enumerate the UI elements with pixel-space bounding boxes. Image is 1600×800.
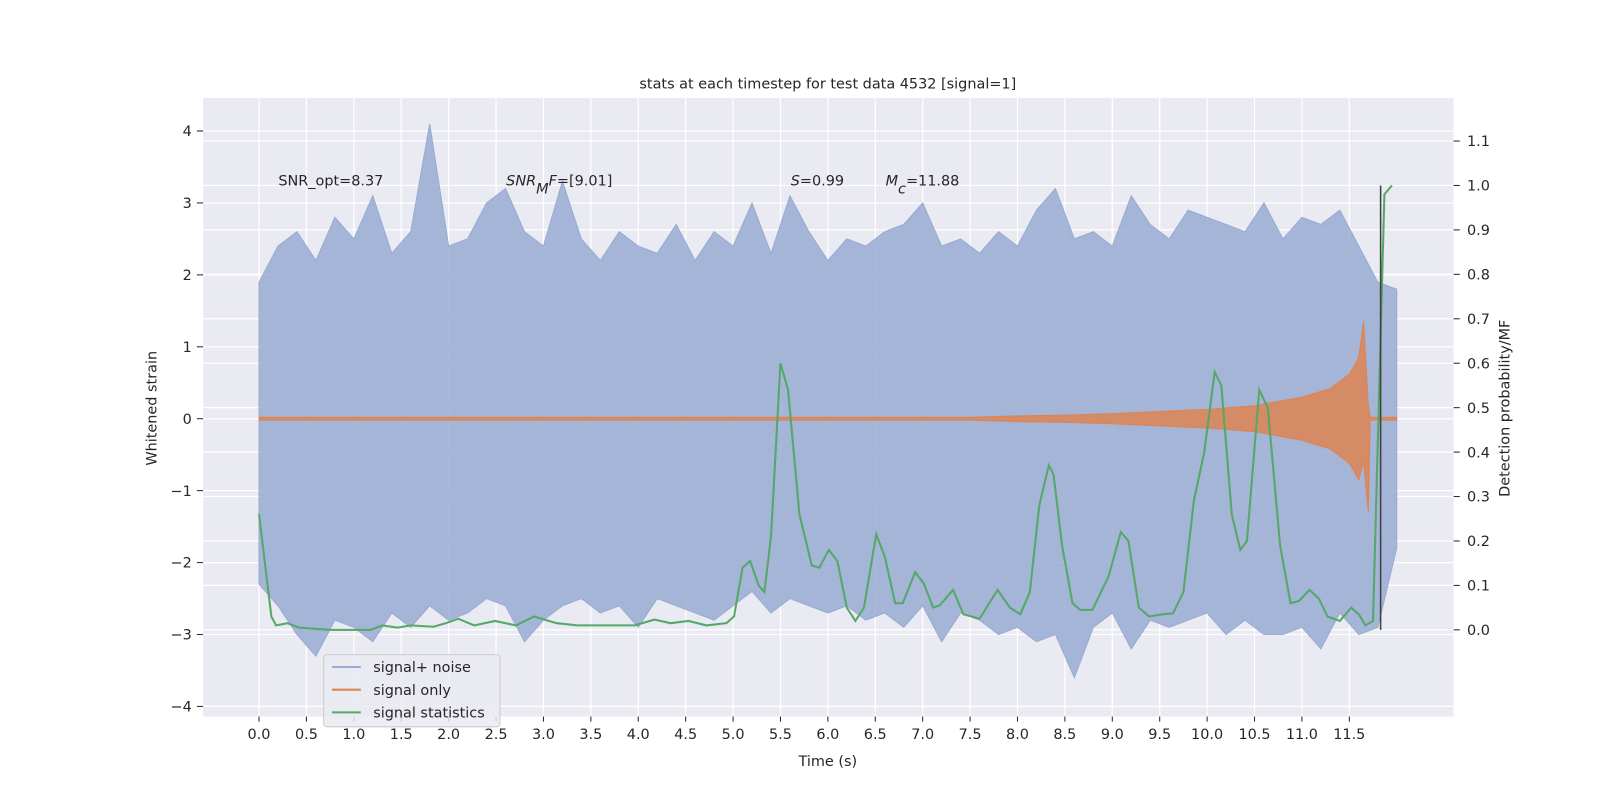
series-line xyxy=(258,184,1393,631)
y-tick-label: 3 xyxy=(183,196,192,212)
x-tick-label: 4.0 xyxy=(627,727,650,743)
annotation-part: M xyxy=(886,174,899,190)
x-tick-label: 8.5 xyxy=(1053,727,1076,743)
axes: 0.0 0.5 1.0 1.5 2.0 2.5 3.0 3.5 4.0 4.5 5.0 5.5 6.0 6… xyxy=(170,124,1489,743)
y2-tick-label: 1.1 xyxy=(1467,134,1490,150)
y-tick-label: 2 xyxy=(183,268,192,284)
y2-tick-label: 0.2 xyxy=(1467,534,1490,550)
y2-tick-label: 0.1 xyxy=(1467,579,1490,595)
annotation: SNRMF=[9.01] xyxy=(506,174,612,198)
y-tick-label: −3 xyxy=(170,628,191,644)
series-band xyxy=(258,321,1398,513)
x-tick-label: 6.5 xyxy=(864,727,887,743)
legend-label: signal statistics xyxy=(373,706,485,722)
x-tick-label: 8.0 xyxy=(1006,727,1029,743)
annotation-part: SNR_opt=8.37 xyxy=(278,174,383,190)
x-tick-label: 11.5 xyxy=(1333,727,1365,743)
x-tick-label: 10.0 xyxy=(1191,727,1223,743)
legend: signal+ noise signal only signal statistic… xyxy=(323,654,501,728)
y2-axis-label: Detection probability/MF xyxy=(1497,320,1513,497)
y-tick-label: 0 xyxy=(183,412,192,428)
annotation-part: =[9.01] xyxy=(557,174,612,190)
y2-tick-label: 0.5 xyxy=(1467,401,1490,417)
annotation: Mc=11.88 xyxy=(886,174,960,198)
annotation-part: M xyxy=(536,182,549,198)
x-tick-label: 5.0 xyxy=(722,727,745,743)
x-tick-label: 7.0 xyxy=(911,727,934,743)
y-tick-label: −2 xyxy=(170,556,191,572)
annotation-part: c xyxy=(898,182,906,198)
x-tick-label: 4.5 xyxy=(674,727,697,743)
y-tick-label: −1 xyxy=(170,484,191,500)
series-band xyxy=(258,123,1398,680)
x-tick-label: 1.5 xyxy=(390,727,413,743)
x-tick-label: 7.5 xyxy=(959,727,982,743)
x-tick-label: 3.0 xyxy=(532,727,555,743)
x-axis-label: Time (s) xyxy=(798,754,858,770)
x-tick-label: 1.0 xyxy=(342,727,365,743)
y2-tick-label: 0.8 xyxy=(1467,268,1490,284)
chart-title: stats at each timestep for test data 453… xyxy=(639,77,1016,93)
y2-tick-label: 0.6 xyxy=(1467,356,1490,372)
y-tick-label: −4 xyxy=(170,700,191,716)
y-tick-label: 1 xyxy=(183,340,192,356)
x-tick-label: 2.5 xyxy=(485,727,508,743)
annotation-part: S xyxy=(791,174,800,190)
annotation-part: F xyxy=(549,174,558,190)
y2-tick-label: 0.0 xyxy=(1467,623,1490,639)
x-tick-label: 9.0 xyxy=(1101,727,1124,743)
x-tick-label: 0.0 xyxy=(248,727,271,743)
legend-label: signal only xyxy=(373,683,451,699)
annotation: S=0.99 xyxy=(791,174,844,190)
y2-tick-label: 0.4 xyxy=(1467,445,1490,461)
y-tick-label: 4 xyxy=(183,124,192,140)
annotation-part: SNR xyxy=(506,174,536,190)
x-tick-label: 9.5 xyxy=(1148,727,1171,743)
y2-tick-label: 1.0 xyxy=(1467,179,1490,195)
x-tick-label: 10.5 xyxy=(1238,727,1270,743)
legend-label: signal+ noise xyxy=(373,660,471,676)
x-tick-label: 3.5 xyxy=(579,727,602,743)
y-axis-label: Whitened strain xyxy=(145,351,161,466)
annotation-part: =0.99 xyxy=(800,174,844,190)
y2-tick-label: 0.9 xyxy=(1467,223,1490,239)
x-tick-label: 2.0 xyxy=(437,727,460,743)
annotation: SNR_opt=8.37 xyxy=(278,174,383,190)
y2-tick-label: 0.3 xyxy=(1467,490,1490,506)
annotation-part: =11.88 xyxy=(906,174,959,190)
y2-tick-label: 0.7 xyxy=(1467,312,1490,328)
x-tick-label: 11.0 xyxy=(1286,727,1318,743)
legend-box xyxy=(323,654,501,728)
marks xyxy=(258,123,1398,680)
x-tick-label: 0.5 xyxy=(295,727,318,743)
x-tick-label: 5.5 xyxy=(769,727,792,743)
x-tick-label: 6.0 xyxy=(816,727,839,743)
